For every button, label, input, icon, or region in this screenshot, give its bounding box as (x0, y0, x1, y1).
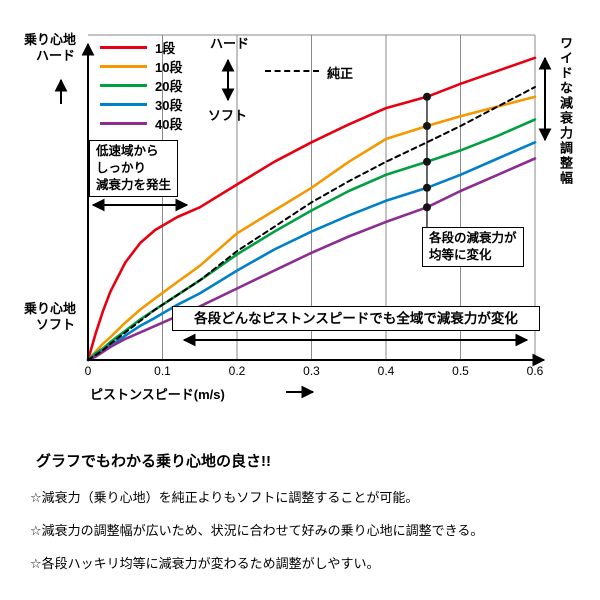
legend-item-5: 40段 (100, 116, 183, 132)
legend-swatch (100, 122, 147, 125)
legend-soft-label: ソフト (208, 108, 248, 123)
legend-label: 30段 (155, 98, 183, 113)
footer-bullet-1: ☆減衰力（乗り心地）を純正よりもソフトに調整することが可能。 (30, 490, 419, 505)
y-label-ride: 乗り心地 (24, 301, 77, 316)
x-tick-2: 0.2 (228, 364, 246, 378)
x-tick-4: 0.4 (377, 364, 395, 378)
legend-item-2: 10段 (100, 59, 183, 75)
x-tick-0: 0 (84, 364, 92, 378)
low-speed-line-3: 減衰力を発生 (96, 178, 172, 192)
annotation-arrows (54, 56, 552, 399)
y-label-soft: ソフト (36, 317, 76, 332)
y-label-hard: ハード (36, 48, 76, 63)
gridlines (88, 34, 536, 360)
legend-label: 20段 (155, 79, 183, 94)
footer-bullet-2: ☆減衰力の調整幅が広いため、状況に合わせて好みの乗り心地に調整できる。 (30, 523, 484, 538)
legend-item-1: 1段 (100, 40, 176, 56)
y-axis-label-hard: 乗り心地 ハード (24, 32, 76, 64)
full-range-annotation-box: 各段どんなピストンスピードでも全域で減衰力が変化 (172, 306, 540, 331)
legend-label: 40段 (155, 117, 183, 132)
equal-steps-line-2: 均等に変化 (429, 248, 492, 262)
stock-dashed-swatch (265, 70, 319, 72)
damping-force-chart: 乗り心地 ハード 乗り心地 ソフト 1段 10段 20段 30段 40段 ハード… (24, 32, 573, 402)
adjustment-range-label: ワイドな減衰力調整幅 (558, 36, 573, 186)
footer-bullet-3: ☆各段ハッキリ均等に減衰力が変わるため調整がしやすい。 (30, 556, 380, 571)
x-tick-1: 0.1 (154, 364, 171, 378)
legend-item-3: 20段 (100, 78, 183, 94)
legend-label: 1段 (155, 41, 176, 56)
step-dots (422, 92, 431, 228)
stock-legend-label: 純正 (327, 66, 354, 81)
legend-swatch (100, 103, 147, 106)
low-speed-annotation-box: 低速域から しっかり 減衰力を発生 (89, 140, 179, 197)
low-speed-line-2: しっかり (96, 161, 147, 175)
x-axis-label: ピストンスピード(m/s) (90, 387, 225, 402)
legend-hard-label: ハード (210, 36, 250, 51)
footer-heading: グラフでもわかる乗り心地の良さ!! (36, 453, 271, 470)
legend-swatch (100, 46, 147, 49)
footer-text: グラフでもわかる乗り心地の良さ!! ☆減衰力（乗り心地）を純正よりもソフトに調整… (0, 440, 600, 586)
plot-svg (54, 34, 552, 399)
legend-swatch (100, 84, 147, 87)
x-tick-3: 0.3 (303, 364, 320, 378)
curves (86, 56, 537, 362)
x-tick-6: 0.6 (526, 364, 544, 378)
x-tick-5: 0.5 (452, 364, 469, 378)
equal-steps-line-1: 各段の減衰力が (429, 231, 517, 245)
equal-steps-annotation-box: 各段の減衰力が 均等に変化 (422, 227, 524, 267)
y-label-ride: 乗り心地 (24, 32, 77, 47)
legend-swatch (100, 65, 147, 68)
legend-item-4: 30段 (100, 97, 183, 113)
axes (81, 42, 546, 367)
y-axis-label-soft: 乗り心地 ソフト (24, 301, 76, 333)
legend-label: 10段 (155, 60, 183, 75)
low-speed-line-1: 低速域から (96, 144, 159, 158)
